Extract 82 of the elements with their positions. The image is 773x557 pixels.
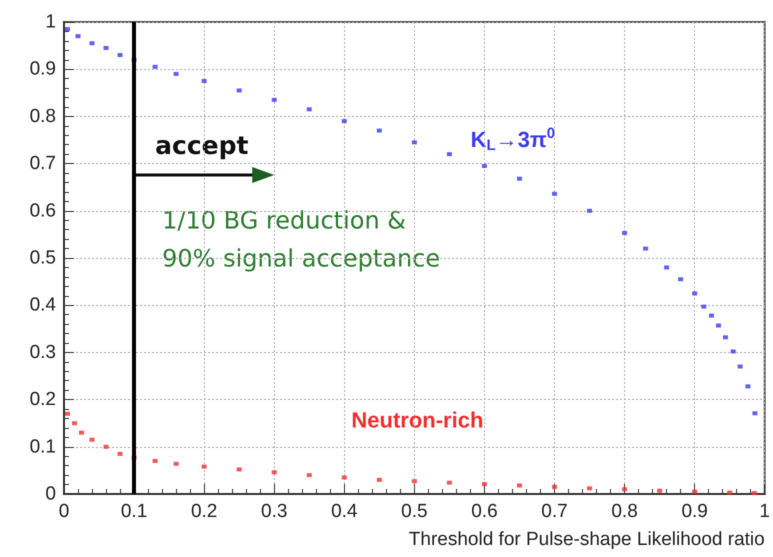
point [664,265,670,270]
x-tick-label: 0.2 [190,501,218,522]
point [342,119,347,124]
point [643,246,648,251]
point [118,53,123,58]
y-tick-label: 0.9 [30,58,56,80]
point [412,479,417,484]
point [152,458,158,463]
point [587,486,592,490]
point [552,192,557,196]
x-tick-label: 0.7 [541,501,568,522]
x-tick-label: 0.9 [681,501,708,522]
point [701,304,706,309]
point [236,88,242,92]
point [622,487,628,492]
point [152,64,158,69]
y-tick-label: 0.2 [30,389,56,410]
point [692,490,698,494]
point [722,335,728,340]
point [716,323,721,328]
annotation: accept [155,131,248,160]
x-tick-label: 0.5 [401,501,428,522]
x-tick-label: 0 [58,501,70,522]
point [272,98,277,102]
point [174,72,179,76]
point [516,484,522,488]
point [708,314,714,318]
point [202,464,207,469]
point [65,412,70,416]
point [552,484,557,489]
point [622,230,628,235]
point [587,208,592,213]
point [90,41,95,46]
point [752,411,758,416]
y-tick-label: 0.6 [30,200,56,222]
point [342,475,347,480]
y-tick-label: 0.1 [30,436,56,458]
point [79,430,84,435]
point [752,491,757,496]
point [104,444,109,449]
point [446,480,452,485]
series-label: Neutron-rich [351,408,484,433]
point [730,349,736,354]
point [174,462,179,466]
y-tick-label: 0.3 [30,342,56,363]
x-tick-label: 0.1 [120,501,148,522]
point [272,470,277,474]
x-tick-label: 0.4 [331,501,358,522]
point [738,364,743,369]
point [306,473,312,478]
y-tick-label: 0.5 [30,248,56,268]
point [482,482,487,486]
point [482,164,487,168]
point [446,152,452,156]
point [678,277,684,282]
y-tick-label: 0.7 [30,153,56,174]
point [202,79,207,83]
y-tick-label: 1 [45,12,56,32]
x-tick-label: 0.3 [261,501,288,522]
point [745,384,750,388]
point [90,438,95,442]
point [104,46,109,50]
point [412,140,417,144]
x-tick-label: 0.6 [471,501,498,522]
point [65,27,70,32]
point [118,452,123,456]
point [376,128,382,133]
point [376,478,382,482]
y-tick-label: 0 [45,484,56,504]
y-tick-label: 0.4 [30,294,56,316]
y-tick-label: 0.8 [30,106,56,127]
point [76,34,81,38]
point [657,488,662,493]
point [727,490,732,495]
point [306,107,312,112]
x-axis-title: Threshold for Pulse-shape Likelihood ratio [408,529,765,550]
point [516,176,522,181]
x-tick-label: 1 [759,501,770,522]
point [72,421,78,426]
x-tick-label: 0.8 [611,501,638,522]
point [692,291,698,296]
point [236,467,242,472]
